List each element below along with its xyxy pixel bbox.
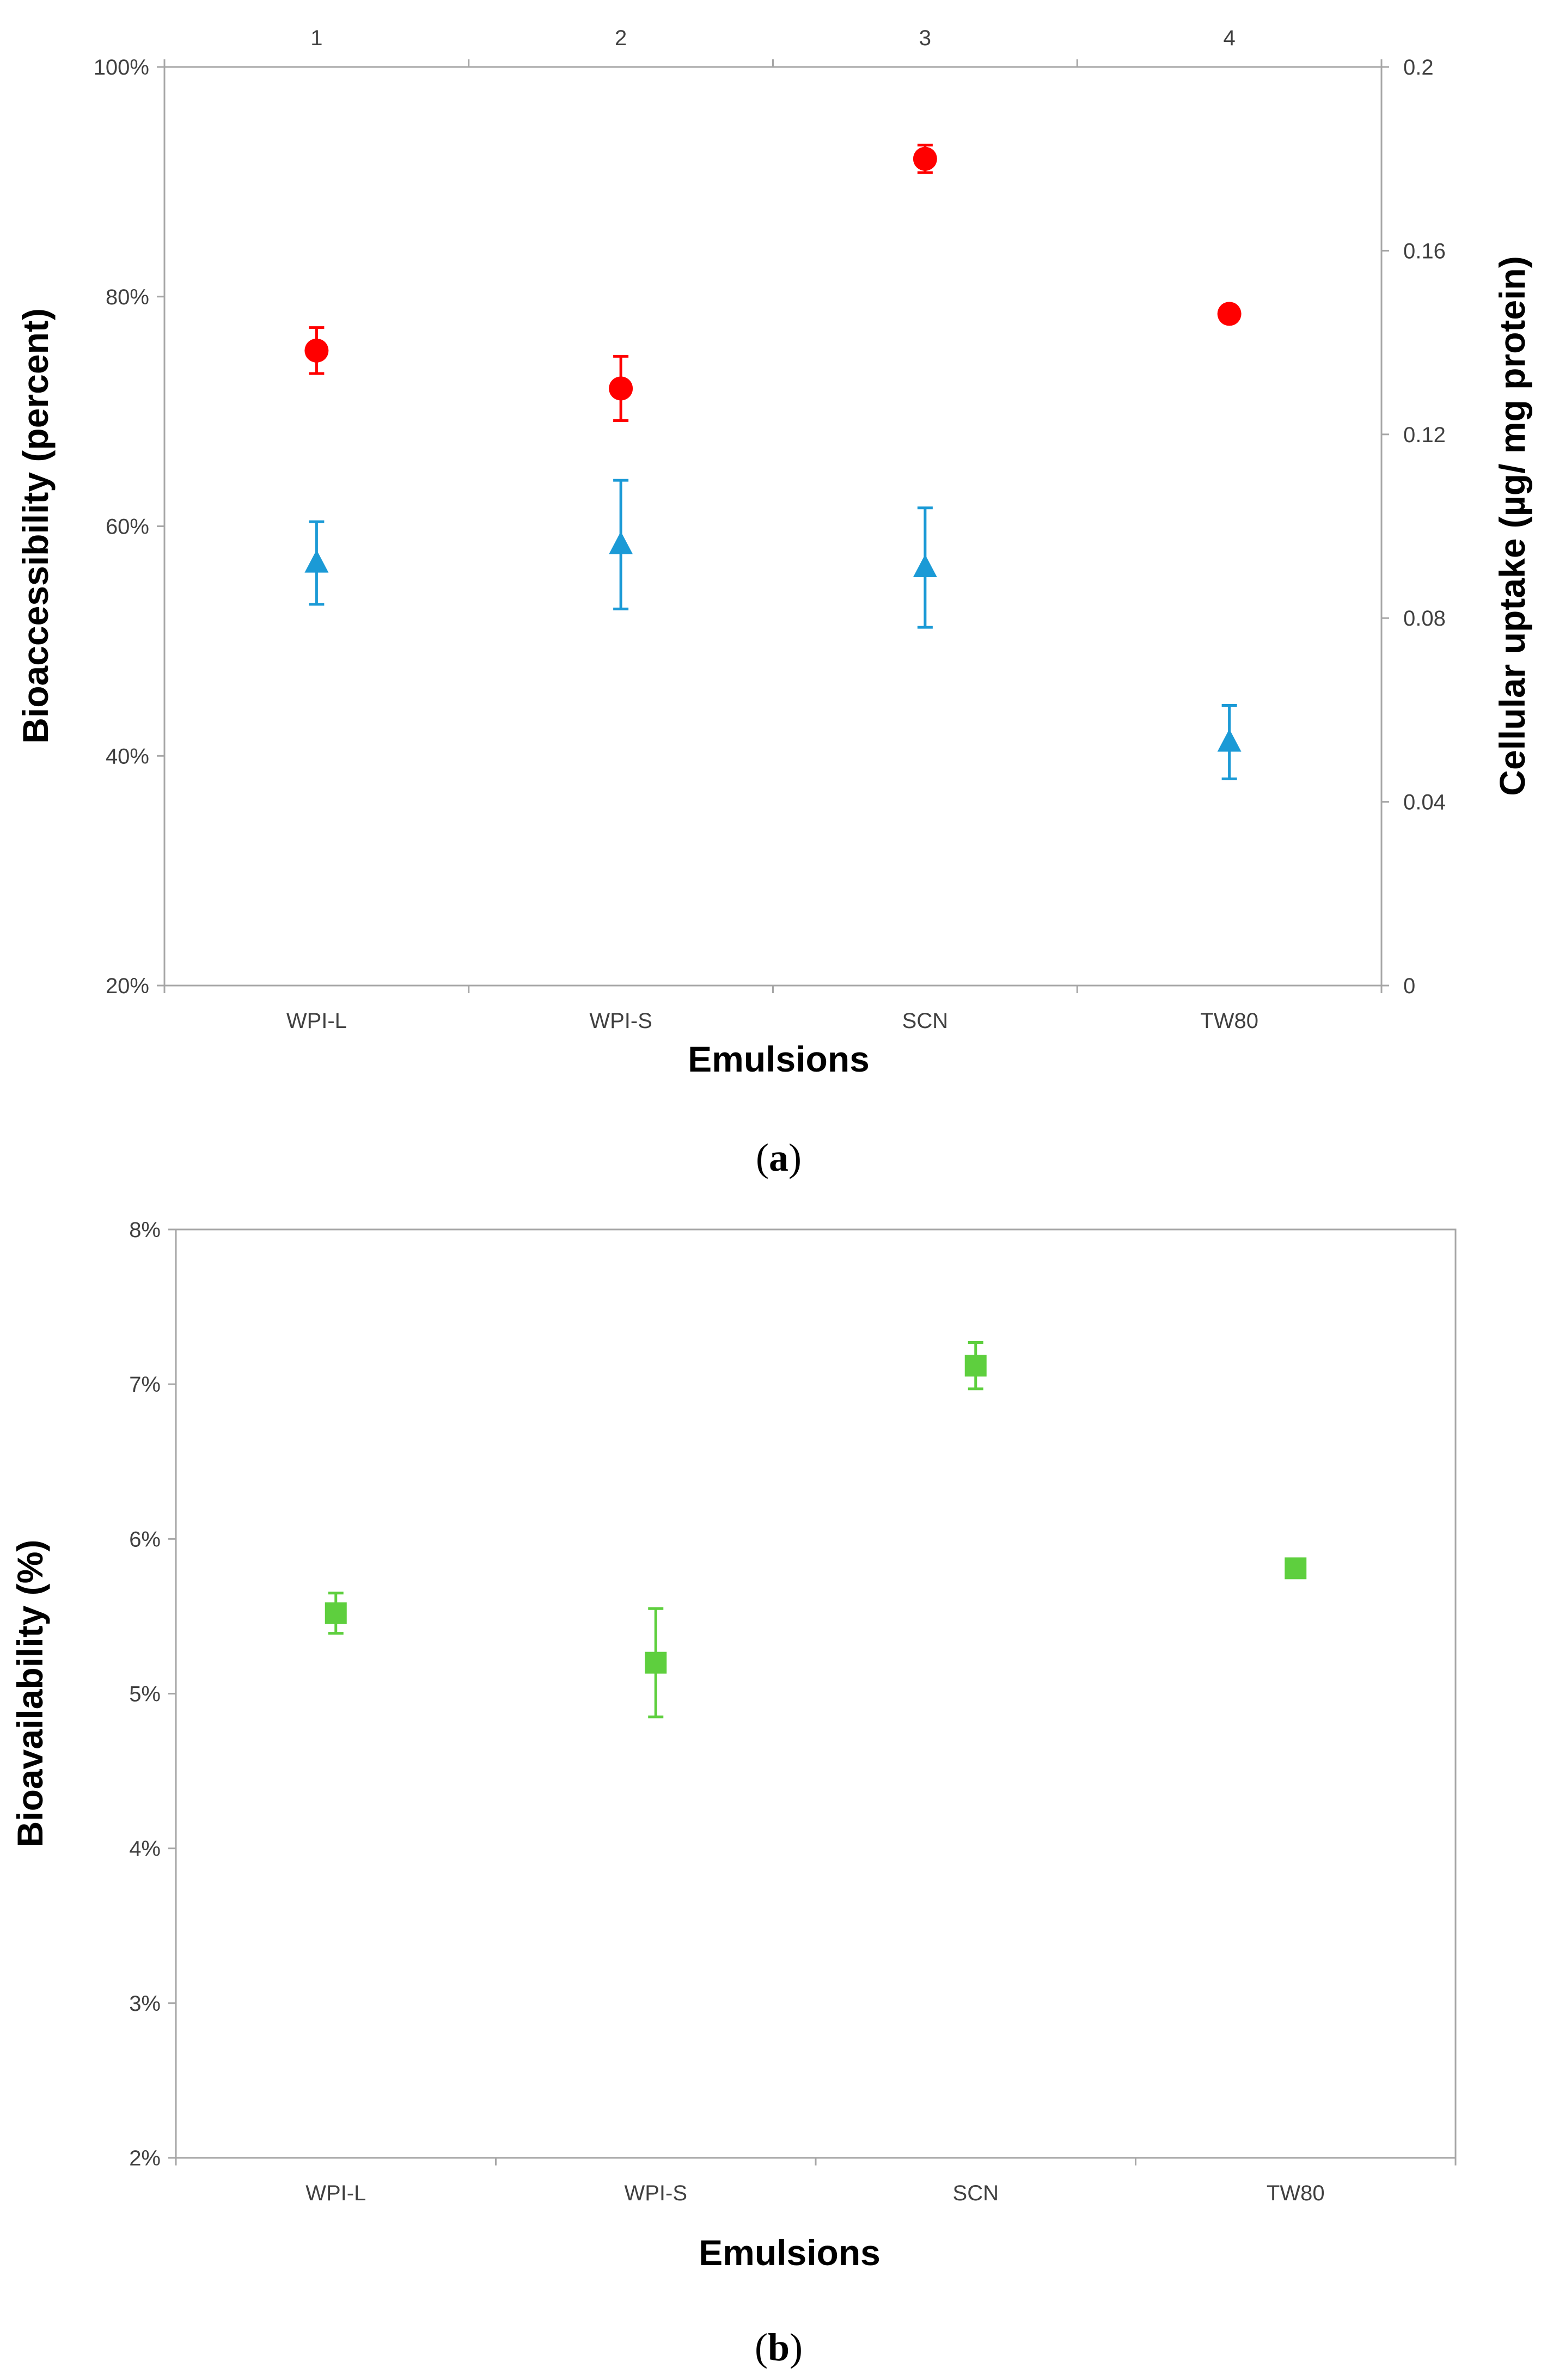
panel-a-point-circle-2 [913,146,937,171]
panel-a-y-right-tick-label-0: 0 [1403,974,1415,998]
panel-a-x-tick-label-2: SCN [902,1009,948,1033]
panel-a-y-tick-label-2: 60% [106,515,149,539]
panel-a-x-tick-label-0: WPI-L [286,1009,347,1033]
panel-a-x-tick-label-3: TW80 [1200,1009,1258,1033]
panel-a-caption: (a) [756,1136,802,1179]
panel-a-point-circle-3 [1217,302,1242,326]
panel-a-x-top-tick-label-0: 1 [310,26,322,50]
panel-b-point-square-1 [645,1651,667,1674]
panel-b-y-tick-label-6: 8% [129,1218,161,1242]
panel-b-point-square-2 [964,1355,987,1377]
panel-a-y-tick-label-4: 100% [94,56,149,79]
panel-a-y-right-tick-label-3: 0.12 [1403,423,1446,447]
panel-a-point-triangle-3 [1217,729,1242,752]
panel-b-y-tick-label-1: 3% [129,1992,161,2016]
panel-b-y-tick-label-3: 5% [129,1682,161,1706]
panel-a-plot-frame [163,66,1383,987]
panel-b-x-axis-title: Emulsions [699,2232,881,2273]
panel-a-y-right-tick-label-5: 0.2 [1403,56,1434,79]
panel-a-y-axis-title: Bioaccessibility (percent) [15,308,56,744]
panel-a-x-top-tick-label-2: 3 [919,26,931,50]
panel-a-point-circle-1 [609,376,633,401]
panel-b-x-tick-label-3: TW80 [1267,2181,1325,2205]
panel-a: 20% 40% 60% 80% 100% 0 0.04 0.08 0.12 0.16 0.2 WPI-… [15,26,1532,1179]
panel-b-plot-frame [175,1228,1457,2159]
panel-a-y-right-tick-label-1: 0.04 [1403,791,1446,815]
panel-a-point-triangle-1 [609,531,633,554]
panel-a-x-axis-title: Emulsions [688,1039,870,1079]
panel-b-y-tick-label-2: 4% [129,1837,161,1861]
panel-a-y-axis-title-right: Cellular uptake (µg/ mg protein) [1492,256,1532,796]
panel-b-caption: (b) [755,2326,803,2369]
panel-a-x-tick-label-1: WPI-S [589,1009,652,1033]
panel-b: 2% 3% 4% 5% 6% 7% 8% WPI-L WPI-S SCN TW80 Emulsion… [10,1218,1457,2369]
panel-a-y-tick-label-3: 80% [106,285,149,309]
panel-a-y-right-tick-label-4: 0.16 [1403,239,1446,263]
panel-a-x-top-tick-label-3: 4 [1224,26,1236,50]
panel-a-point-circle-0 [304,338,329,363]
panel-b-y-tick-label-5: 7% [129,1373,161,1397]
panel-b-point-square-0 [325,1602,347,1624]
panel-b-x-tick-label-1: WPI-S [624,2181,687,2205]
panel-a-y-right-tick-label-2: 0.08 [1403,607,1446,631]
panel-b-y-axis-title: Bioavailability (%) [10,1540,50,1847]
panel-b-point-square-3 [1285,1557,1307,1580]
panel-a-point-triangle-0 [304,549,329,573]
panel-b-x-tick-label-0: WPI-L [305,2181,366,2205]
panel-a-x-top-tick-label-1: 2 [615,26,627,50]
panel-a-y-tick-label-0: 20% [106,974,149,998]
panel-a-point-triangle-2 [913,554,937,578]
panel-b-y-tick-label-0: 2% [129,2146,161,2170]
panel-a-y-tick-label-1: 40% [106,744,149,768]
panel-b-x-tick-label-2: SCN [953,2181,999,2205]
panel-b-y-tick-label-4: 6% [129,1527,161,1551]
